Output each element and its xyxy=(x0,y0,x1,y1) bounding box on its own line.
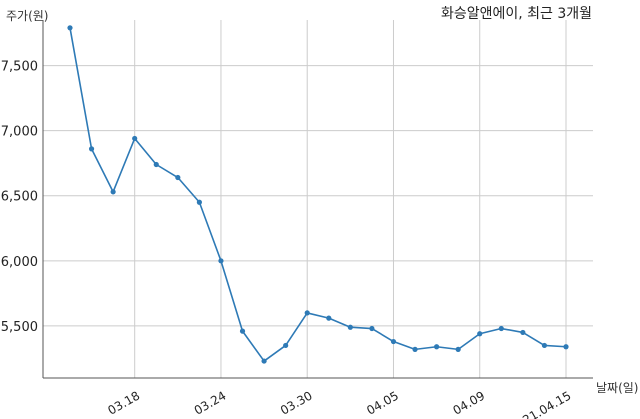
y-axis-label: 주가(원) xyxy=(6,9,48,23)
data-point xyxy=(563,344,569,350)
data-point xyxy=(326,315,332,321)
data-point xyxy=(261,358,267,364)
axis-layer: 7,500 7,000 6,500 6,000 5,500 03.18 03.24 03.30… xyxy=(1,20,593,419)
data-point xyxy=(196,199,202,205)
data-point xyxy=(110,189,116,195)
data-point xyxy=(541,342,548,349)
data-point xyxy=(390,338,397,345)
chart-title: 화승알앤에이, 최근 3개월 xyxy=(441,6,592,22)
data-point xyxy=(218,258,224,264)
data-point xyxy=(153,161,159,168)
data-point xyxy=(520,329,526,336)
x-axis-label: 날짜(일) xyxy=(596,381,638,395)
data-point xyxy=(175,174,181,181)
x-tick-label: 04.05 xyxy=(364,388,401,417)
data-point xyxy=(304,310,310,316)
y-tick-label: 6,500 xyxy=(1,190,38,205)
data-point xyxy=(347,324,353,330)
y-tick-label: 7,500 xyxy=(1,60,38,75)
grid-layer xyxy=(43,20,593,378)
data-point xyxy=(434,344,440,350)
data-point xyxy=(283,342,289,349)
y-tick-label: 5,500 xyxy=(1,320,38,335)
x-tick-label: 03.30 xyxy=(278,388,315,417)
y-tick-label: 7,000 xyxy=(1,125,38,140)
data-point xyxy=(132,135,138,142)
data-point xyxy=(477,331,483,337)
data-point xyxy=(412,346,418,352)
data-point xyxy=(498,325,504,332)
y-tick-label: 6,000 xyxy=(1,255,38,270)
x-tick-label: 04.09 xyxy=(450,388,487,417)
data-point xyxy=(67,25,73,31)
label-layer: 주가(원) 화승알앤에이, 최근 3개월 날짜(일) xyxy=(6,6,638,395)
x-tick-label: 03.24 xyxy=(192,388,229,417)
x-tick-label: 21.04.15 xyxy=(520,388,573,419)
data-point xyxy=(455,346,461,352)
data-point xyxy=(88,146,95,152)
data-point xyxy=(239,328,246,334)
x-tick-label: 03.18 xyxy=(105,388,142,417)
series-layer xyxy=(67,25,569,364)
series-line xyxy=(69,27,567,362)
data-point xyxy=(369,325,375,332)
